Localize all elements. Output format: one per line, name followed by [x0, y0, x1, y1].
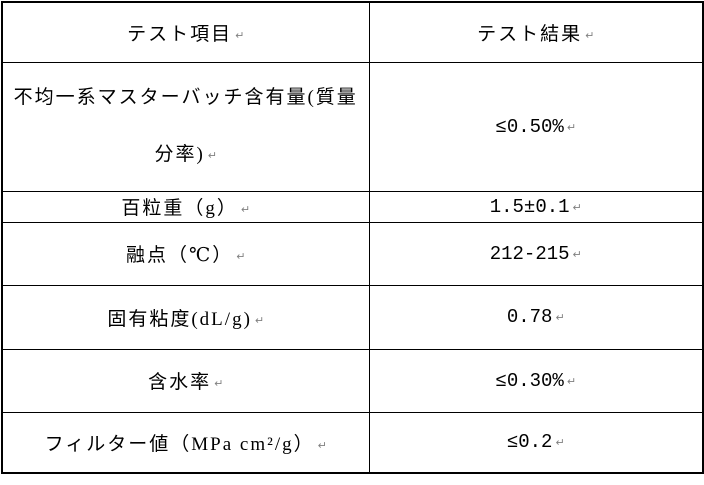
paragraph-mark-icon: ↵: [317, 438, 327, 452]
paragraph-mark-icon: ↵: [236, 250, 246, 263]
paragraph-mark-icon: ↵: [555, 311, 565, 324]
header-result-cell: テスト結果 ↵: [368, 1, 704, 63]
result-cell-intrinsic-viscosity: 0.78 ↵: [368, 284, 704, 350]
result-cell-masterbatch-content: ≤0.50% ↵: [368, 61, 704, 192]
item-label: 固有粘度(dL/g): [107, 308, 252, 330]
result-cell-moisture-content: ≤0.30% ↵: [368, 348, 704, 413]
paragraph-mark-icon: ↵: [214, 377, 224, 390]
table-row: 含水率 ↵ ≤0.30% ↵: [1, 348, 704, 413]
item-cell-hundred-grain-weight: 百粒重（g） ↵: [1, 190, 370, 223]
paragraph-mark-icon: ↵: [240, 203, 251, 216]
item-label: 百粒重（g）: [121, 198, 238, 219]
result-cell-filter-value: ≤0.2 ↵: [368, 411, 704, 474]
table-row: 不均一系マスターバッチ含有量(質量分率) ↵ ≤0.50% ↵: [1, 61, 704, 192]
paragraph-mark-icon: ↵: [254, 313, 265, 327]
paragraph-mark-icon: ↵: [566, 120, 577, 134]
paragraph-mark-icon: ↵: [585, 28, 595, 42]
result-value: ≤0.50%: [495, 115, 564, 138]
item-label: 不均一系マスターバッチ含有量(質量分率): [13, 87, 358, 165]
paragraph-mark-icon: ↵: [235, 28, 245, 42]
result-value: 0.78: [506, 306, 553, 328]
paragraph-mark-icon: ↵: [207, 149, 218, 162]
test-results-table: テスト項目 ↵ テスト結果 ↵ 不均一系マスターバッチ含有量(質量分率) ↵ ≤0.5…: [1, 1, 704, 474]
paragraph-mark-icon: ↵: [572, 200, 582, 214]
item-label: フィルター値（MPa cm²/g）: [44, 433, 315, 455]
table-row: 固有粘度(dL/g) ↵ 0.78 ↵: [1, 284, 704, 350]
item-label: 融点（℃）: [126, 245, 234, 266]
item-label: 含水率: [148, 372, 212, 393]
result-value: ≤0.2: [506, 431, 553, 454]
table-header-row: テスト項目 ↵ テスト結果 ↵: [1, 1, 704, 63]
result-value: ≤0.30%: [495, 369, 564, 392]
header-result-label: テスト結果: [477, 23, 583, 45]
result-cell-hundred-grain-weight: 1.5±0.1 ↵: [368, 190, 704, 223]
header-item-label: テスト項目: [127, 23, 233, 45]
result-value: 1.5±0.1: [489, 195, 570, 218]
item-cell-masterbatch-content: 不均一系マスターバッチ含有量(質量分率) ↵: [1, 61, 370, 192]
paragraph-mark-icon: ↵: [555, 436, 565, 450]
result-cell-melting-point: 212-215 ↵: [368, 221, 704, 286]
item-cell-intrinsic-viscosity: 固有粘度(dL/g) ↵: [1, 284, 370, 350]
header-item-cell: テスト項目 ↵: [1, 1, 370, 63]
item-cell-filter-value: フィルター値（MPa cm²/g） ↵: [1, 411, 370, 474]
paragraph-mark-icon: ↵: [566, 374, 577, 388]
item-cell-moisture-content: 含水率 ↵: [1, 348, 370, 413]
paragraph-mark-icon: ↵: [572, 247, 582, 261]
result-value: 212-215: [489, 242, 570, 265]
table-row: フィルター値（MPa cm²/g） ↵ ≤0.2 ↵: [1, 411, 704, 474]
item-cell-melting-point: 融点（℃） ↵: [1, 221, 370, 286]
table-row: 百粒重（g） ↵ 1.5±0.1 ↵: [1, 190, 704, 223]
table-row: 融点（℃） ↵ 212-215 ↵: [1, 221, 704, 286]
